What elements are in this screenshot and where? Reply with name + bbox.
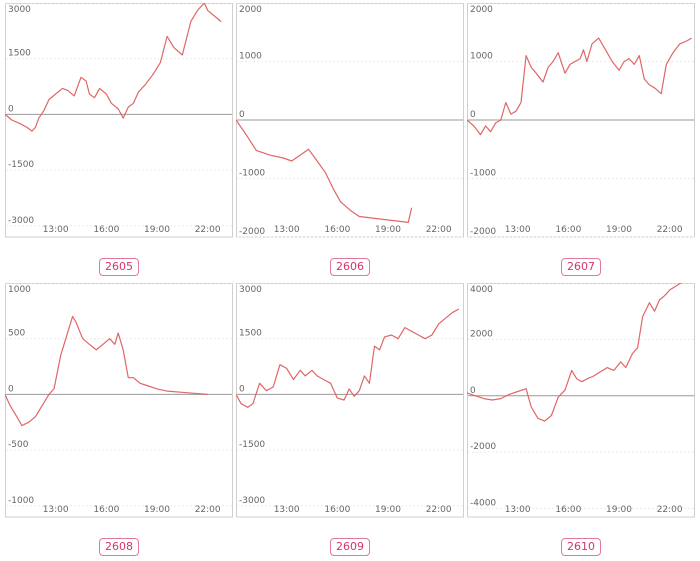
- y-tick-label: 1000: [8, 285, 31, 295]
- x-tick-label: 22:00: [426, 225, 452, 235]
- y-tick-label: 500: [8, 329, 25, 339]
- x-tick-label: 16:00: [324, 225, 350, 235]
- series-line: [5, 315, 208, 427]
- y-tick-label: 2000: [239, 5, 262, 15]
- y-tick-label: -3000: [8, 216, 34, 226]
- x-tick-label: 19:00: [375, 505, 401, 515]
- y-tick-label: -4000: [470, 499, 496, 509]
- chart-panel: 2000 1000 0 -1000 -2000 13:00 16:00 19:00 22:00 2…: [236, 3, 464, 276]
- y-tick-label: 0: [470, 110, 476, 120]
- x-tick-label: 16:00: [555, 505, 581, 515]
- y-tick-label: -500: [8, 440, 29, 450]
- contract-badge[interactable]: 2609: [330, 538, 370, 556]
- plot-frame: [5, 3, 233, 238]
- x-tick-label: 13:00: [274, 225, 300, 235]
- contract-badge[interactable]: 2608: [99, 538, 139, 556]
- x-tick-label: 22:00: [426, 505, 452, 515]
- plot-frame: [236, 283, 464, 518]
- x-tick-label: 13:00: [505, 505, 531, 515]
- chart-panel: 2000 1000 0 -1000 -2000 13:00 16:00 19:00 22:00 2…: [467, 3, 695, 276]
- contract-badge[interactable]: 2606: [330, 258, 370, 276]
- y-tick-label: 1000: [239, 52, 262, 62]
- y-tick-label: 0: [8, 384, 14, 394]
- y-tick-label: 4000: [470, 285, 493, 295]
- y-tick-label: 0: [8, 104, 14, 114]
- x-tick-label: 16:00: [324, 505, 350, 515]
- x-tick-label: 16:00: [93, 505, 119, 515]
- contract-badge[interactable]: 2610: [561, 538, 601, 556]
- y-tick-label: 0: [239, 110, 245, 120]
- y-tick-label: 0: [239, 384, 245, 394]
- chart-svg: 1000 500 0 -500 -1000 13:00 16:00 19:00 22:00: [5, 283, 233, 518]
- y-tick-label: -1000: [8, 496, 34, 506]
- chart-svg: 3000 1500 0 -1500 -3000 13:00 16:00 19:00 22:00: [236, 283, 464, 518]
- y-tick-label: -2000: [470, 442, 496, 452]
- contract-badge[interactable]: 2605: [99, 258, 139, 276]
- x-tick-label: 22:00: [195, 505, 221, 515]
- y-tick-label: -1000: [470, 169, 496, 179]
- y-tick-label: -1500: [239, 440, 265, 450]
- y-tick-label: 1500: [239, 329, 262, 339]
- y-tick-label: -2000: [239, 227, 265, 237]
- chart-panel: 3000 1500 0 -1500 -3000 13:00 16:00 19:00 22:00 2…: [5, 3, 233, 276]
- series-line: [467, 37, 692, 136]
- chart-svg: 2000 1000 0 -1000 -2000 13:00 16:00 19:00 22:00: [236, 3, 464, 238]
- chart-panel: 1000 500 0 -500 -1000 13:00 16:00 19:00 22:00 260…: [5, 283, 233, 556]
- x-tick-label: 19:00: [606, 225, 632, 235]
- series-line: [5, 3, 222, 132]
- y-tick-label: -1000: [239, 169, 265, 179]
- x-tick-label: 19:00: [144, 505, 170, 515]
- x-tick-label: 13:00: [43, 225, 69, 235]
- series-line: [236, 308, 460, 409]
- x-tick-label: 16:00: [555, 225, 581, 235]
- chart-svg: 2000 1000 0 -1000 -2000 13:00 16:00 19:00 22:00: [467, 3, 695, 238]
- series-line: [467, 283, 683, 422]
- y-tick-label: -2000: [470, 227, 496, 237]
- chart-svg: 4000 2000 0 -2000 -4000 13:00 16:00 19:00 22:00: [467, 283, 695, 518]
- x-tick-label: 22:00: [657, 505, 683, 515]
- x-tick-label: 19:00: [606, 505, 632, 515]
- y-tick-label: 0: [470, 386, 476, 396]
- plot-frame: [467, 283, 695, 518]
- plot-frame: [5, 283, 233, 518]
- x-tick-label: 22:00: [657, 225, 683, 235]
- series-line: [236, 119, 413, 223]
- y-tick-label: 2000: [470, 329, 493, 339]
- x-tick-label: 13:00: [505, 225, 531, 235]
- y-tick-label: 1500: [8, 49, 31, 59]
- y-tick-label: -1500: [8, 160, 34, 170]
- x-tick-label: 16:00: [93, 225, 119, 235]
- x-tick-label: 22:00: [195, 225, 221, 235]
- x-tick-label: 13:00: [274, 505, 300, 515]
- y-tick-label: 1000: [470, 52, 493, 62]
- x-tick-label: 19:00: [144, 225, 170, 235]
- y-tick-label: -3000: [239, 496, 265, 506]
- chart-panel: 3000 1500 0 -1500 -3000 13:00 16:00 19:00 22:00 2…: [236, 283, 464, 556]
- x-tick-label: 13:00: [43, 505, 69, 515]
- x-tick-label: 19:00: [375, 225, 401, 235]
- y-tick-label: 3000: [8, 5, 31, 15]
- chart-panel: 4000 2000 0 -2000 -4000 13:00 16:00 19:00 22:00 2…: [467, 283, 695, 556]
- chart-svg: 3000 1500 0 -1500 -3000 13:00 16:00 19:00 22:00: [5, 3, 233, 238]
- y-tick-label: 3000: [239, 285, 262, 295]
- y-tick-label: 2000: [470, 5, 493, 15]
- contract-badge[interactable]: 2607: [561, 258, 601, 276]
